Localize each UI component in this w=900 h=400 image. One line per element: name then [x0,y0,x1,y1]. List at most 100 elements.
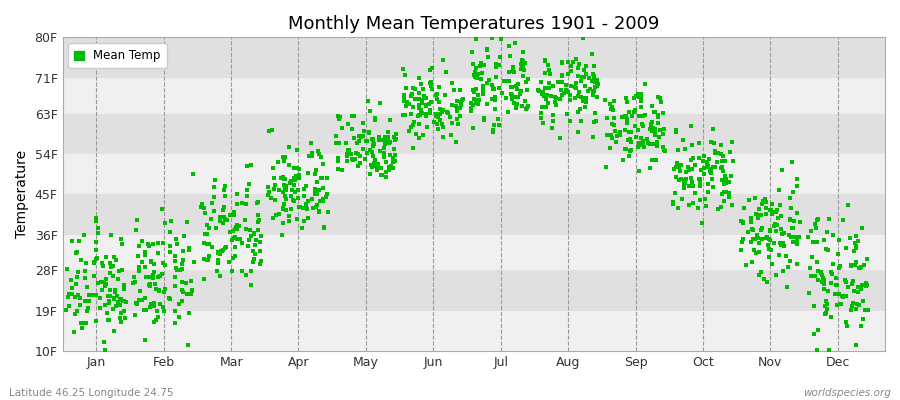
Point [817,237,832,244]
Text: worldspecies.org: worldspecies.org [803,388,891,398]
Point [111,275,125,282]
Point [634,91,649,97]
Point [737,204,751,211]
Point [68,311,82,317]
Point [675,196,689,202]
Point [617,114,632,120]
Point [339,158,354,164]
Point [632,112,646,119]
Point [789,238,804,244]
Point [105,273,120,280]
Point [477,115,491,121]
Point [143,304,157,310]
Point [817,303,832,309]
Point [579,97,593,103]
Point [254,232,268,239]
Text: Latitude 46.25 Longitude 24.75: Latitude 46.25 Longitude 24.75 [9,388,174,398]
Point [632,140,646,146]
Point [700,164,715,170]
Point [673,168,688,174]
Point [347,135,362,142]
Point [107,296,122,302]
Point [360,98,374,104]
Point [386,164,400,171]
Point [137,307,151,313]
Point [852,265,867,271]
Point [287,198,302,204]
Point [585,78,599,84]
Point [404,92,419,99]
Point [814,270,828,277]
Point [230,222,245,229]
Point [620,120,634,126]
Point [108,302,122,309]
Point [588,84,602,90]
Point [629,93,643,100]
Point [117,282,131,288]
Point [536,120,550,126]
Point [216,204,230,210]
Point [261,192,275,199]
Point [651,94,665,100]
Point [508,69,522,75]
Point [780,284,795,290]
Point [718,173,733,180]
Point [157,307,171,314]
Point [374,172,389,178]
Point [615,114,629,120]
Point [89,239,104,245]
Point [195,201,210,207]
Point [576,95,590,101]
Point [472,97,486,103]
Point [716,189,731,195]
Point [538,58,553,64]
Point [563,118,578,124]
Point [572,89,587,96]
Point [295,224,310,231]
Point [473,63,488,70]
Point [350,151,365,157]
Point [657,147,671,154]
Point [365,148,380,155]
Point [278,184,293,191]
Point [788,234,802,240]
Point [163,243,177,250]
Point [266,165,280,172]
Point [607,121,621,128]
Point [416,132,430,139]
Point [451,121,465,127]
Point [112,268,126,274]
Point [378,141,392,147]
Point [261,183,275,190]
Point [286,197,301,203]
Point [345,126,359,132]
Point [617,146,632,152]
Point [205,244,220,251]
Point [774,226,788,232]
Point [604,106,618,112]
Point [292,204,307,210]
Point [822,347,836,354]
Point [388,152,402,158]
Point [853,264,868,270]
Point [146,272,160,278]
Point [500,95,514,102]
Point [480,45,494,52]
Point [848,240,862,246]
Point [790,240,805,247]
Point [491,116,505,122]
Point [335,167,349,173]
Point [481,54,495,60]
Point [138,337,152,344]
Point [628,134,643,140]
Point [735,236,750,242]
Point [179,280,194,286]
Point [408,86,422,92]
Point [634,104,648,110]
Point [102,298,116,304]
Point [624,139,638,146]
Point [184,278,198,284]
Point [235,200,249,206]
Point [562,92,577,98]
Point [725,202,740,208]
